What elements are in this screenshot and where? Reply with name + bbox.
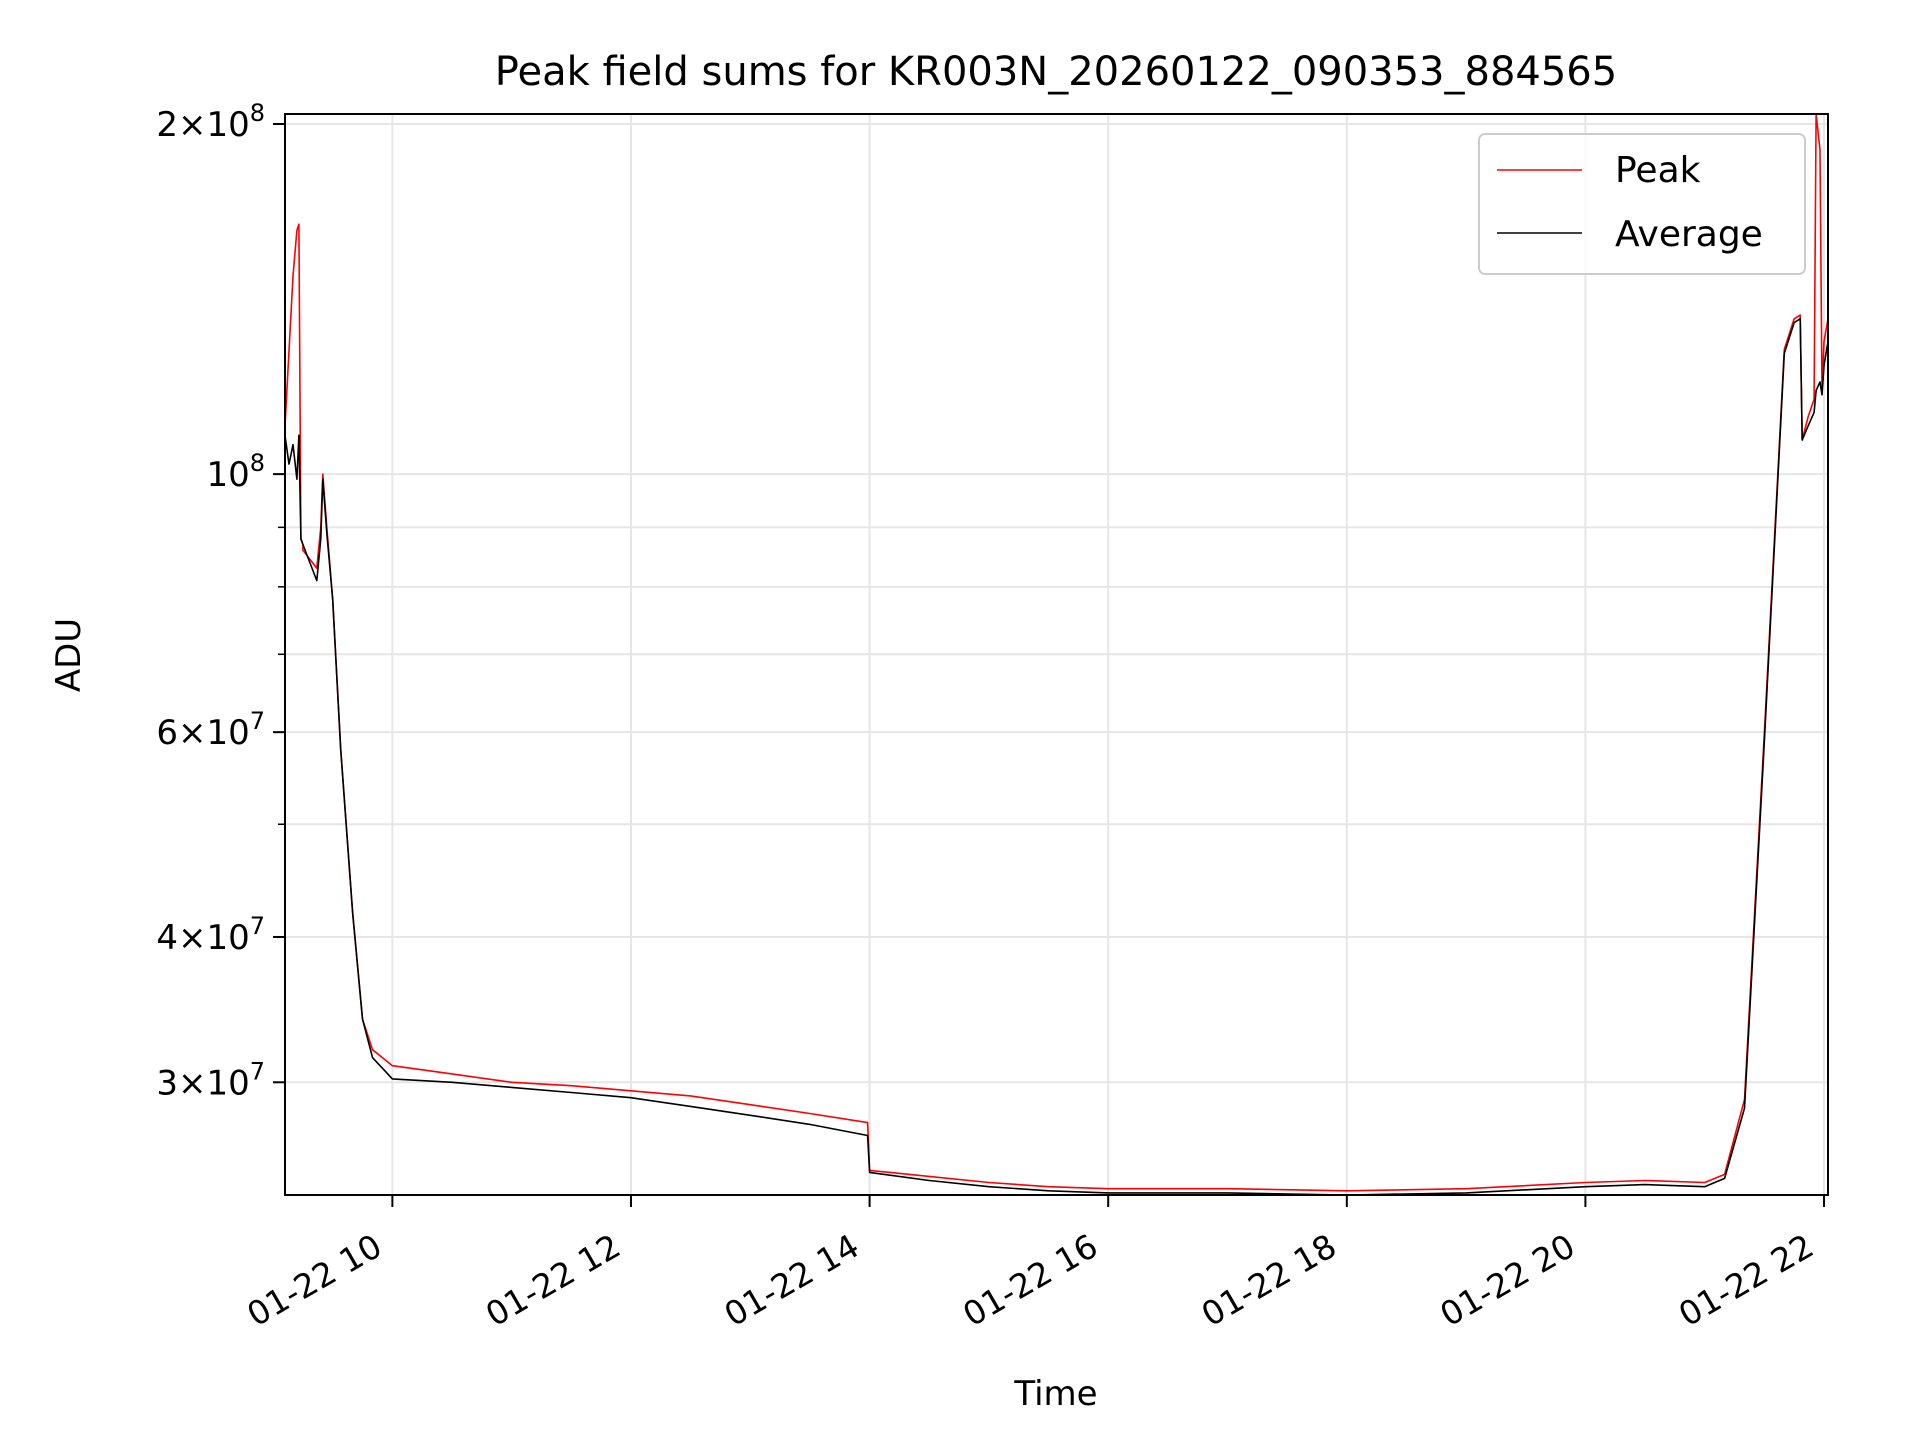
series-lines	[284, 113, 1829, 1196]
y-tick-label: 108	[206, 449, 265, 495]
y-tick-label: 2×108	[156, 99, 265, 145]
legend-box	[1478, 133, 1806, 275]
series-line-average	[284, 317, 1829, 1196]
y-axis-label: ADU	[49, 618, 89, 692]
legend-label-peak: Peak	[1615, 150, 1701, 191]
chart-title: Peak field sums for KR003N_20260122_0903…	[495, 49, 1617, 95]
gridlines	[285, 114, 1828, 1195]
legend-label-average: Average	[1615, 214, 1763, 255]
y-tick-label: 4×107	[156, 912, 265, 958]
y-axis-ticks: 3×107 4×107 6×107 108 2×108	[156, 99, 285, 1103]
x-axis-label: Time	[1013, 1374, 1097, 1414]
y-tick-label: 3×107	[156, 1057, 265, 1103]
legend: Peak Average	[1478, 133, 1806, 275]
y-tick-label: 6×107	[156, 707, 265, 753]
